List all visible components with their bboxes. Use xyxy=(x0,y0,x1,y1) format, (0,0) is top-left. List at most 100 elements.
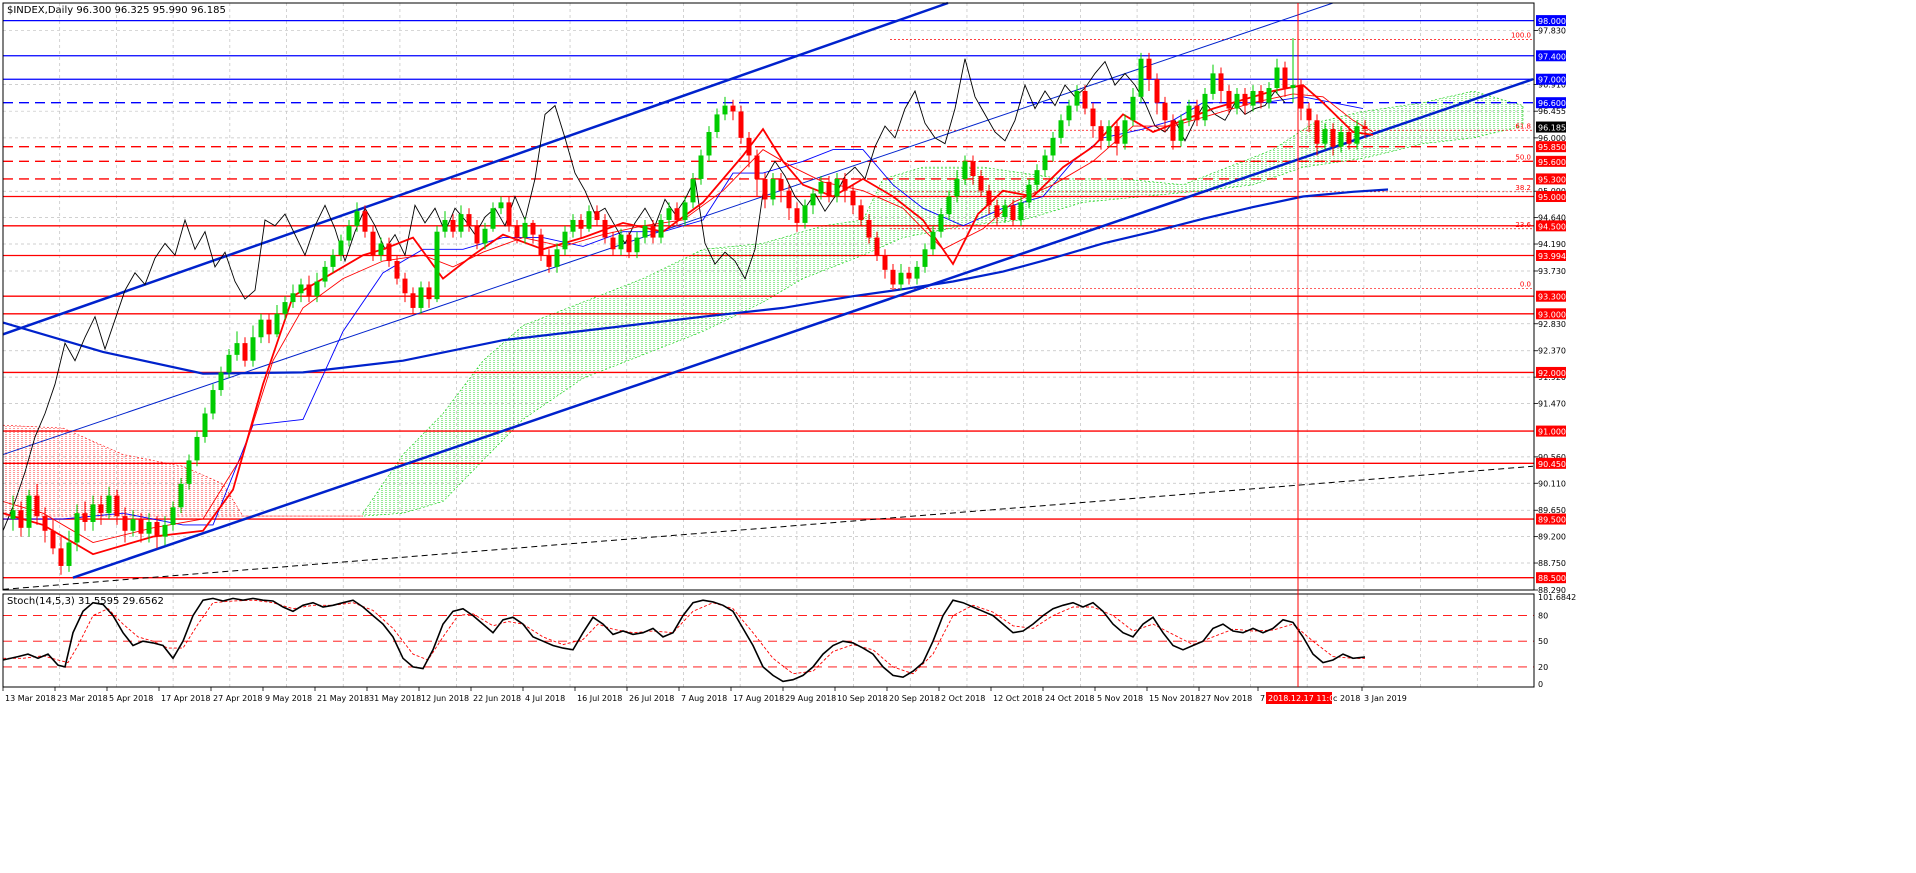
candle-bear xyxy=(474,225,480,244)
candle-bear xyxy=(1314,120,1320,144)
candle-bull xyxy=(1274,67,1280,89)
time-tick-label: 27 Apr 2018 xyxy=(213,694,262,703)
time-tick-label: 7 xyxy=(1260,694,1265,703)
candle-bull xyxy=(1138,58,1144,97)
candle-bull xyxy=(282,302,288,314)
candle-bull xyxy=(642,225,648,238)
candle-bear xyxy=(594,211,600,220)
candle-bull xyxy=(490,208,496,229)
channel-lower xyxy=(72,78,1534,579)
time-axis: 13 Mar 2018 23 Mar 2018 5 Apr 2018 17 Apr 2… xyxy=(2,686,1534,704)
candle-bull xyxy=(938,214,944,232)
candle-bull xyxy=(482,228,488,244)
price-tick-label: 97.830 xyxy=(1538,27,1566,36)
candle-bull xyxy=(698,155,704,179)
candle-bear xyxy=(626,234,632,253)
candle-bull xyxy=(346,225,352,241)
candle-bear xyxy=(1362,126,1368,130)
level-tag xyxy=(1536,290,1566,302)
candle-bear xyxy=(1090,108,1096,127)
candle-bear xyxy=(538,234,544,256)
fib-label: 0.0 xyxy=(1520,281,1531,289)
candle-bull xyxy=(170,507,176,525)
price-tick-label: 94.640 xyxy=(1538,214,1566,223)
long-term-dashed xyxy=(2,465,1534,590)
fib-label: 23.6 xyxy=(1515,221,1531,229)
level-tag xyxy=(1536,513,1566,525)
candle-bull xyxy=(226,354,232,373)
time-tick-label: 15 Nov 2018 xyxy=(1149,694,1200,703)
cursor-date-tag xyxy=(1266,692,1332,704)
candle-bull xyxy=(666,208,672,220)
chart-title: $INDEX,Daily 96.300 96.325 95.990 96.185 xyxy=(7,5,226,16)
candle-bear xyxy=(1346,132,1352,144)
level-tag-label: 95.000 xyxy=(1538,193,1566,202)
candle-bull xyxy=(378,243,384,256)
time-tick-label: 10 Sep 2018 xyxy=(837,694,888,703)
candle-bear xyxy=(386,243,392,262)
candle-bear xyxy=(850,190,856,206)
main-grid xyxy=(3,3,1535,591)
price-tick-label: 90.560 xyxy=(1538,453,1566,462)
level-tag-label: 89.500 xyxy=(1538,516,1566,525)
time-tick-label: 3 Jan 2019 xyxy=(1364,694,1407,703)
candle-bull xyxy=(322,266,328,282)
candle-bear xyxy=(1226,90,1232,109)
candle-bull xyxy=(26,495,32,528)
candle-bear xyxy=(42,516,48,531)
time-tick-label: 17 Aug 2018 xyxy=(733,694,784,703)
level-tag xyxy=(1536,73,1566,85)
current-price-tag xyxy=(1536,121,1566,133)
candle-bear xyxy=(466,214,472,226)
fib-label: 50.0 xyxy=(1515,153,1531,161)
candle-bull xyxy=(554,249,560,267)
candle-bull xyxy=(522,222,528,238)
level-tag-label: 93.300 xyxy=(1538,293,1566,302)
candle-bear xyxy=(1170,120,1176,141)
cursor-date-suffix: c 2018 xyxy=(1333,694,1360,703)
candle-bull xyxy=(1186,105,1192,121)
candle-bull xyxy=(1354,126,1360,144)
stoch-tick-label: 20 xyxy=(1538,663,1548,672)
stochastic-grid xyxy=(3,594,1535,687)
candle-bear xyxy=(34,495,40,517)
time-tick-label: 5 Apr 2018 xyxy=(109,694,153,703)
time-tick-label: 24 Oct 2018 xyxy=(1045,694,1094,703)
level-tag xyxy=(1536,15,1566,27)
candle-bull xyxy=(682,202,688,220)
price-tick-label: 96.910 xyxy=(1538,81,1566,90)
candle-bull xyxy=(338,240,344,256)
candle-bear xyxy=(402,278,408,294)
stoch-tick-label: 50 xyxy=(1538,637,1548,646)
candle-bear xyxy=(890,269,896,285)
level-tag-label: 96.600 xyxy=(1538,99,1566,108)
candle-bull xyxy=(706,132,712,156)
candle-bull xyxy=(74,513,80,543)
candle-bull xyxy=(1338,132,1344,147)
candle-bull xyxy=(1210,73,1216,94)
candle-bear xyxy=(906,272,912,279)
candle-bear xyxy=(50,530,56,549)
candle-bull xyxy=(1058,120,1064,138)
main-panel-frame xyxy=(2,2,1535,591)
time-tick-label: 17 Apr 2018 xyxy=(161,694,210,703)
time-tick-label: 13 Mar 2018 xyxy=(5,694,56,703)
candle-bull xyxy=(354,211,360,226)
candle-bear xyxy=(786,190,792,209)
candle-bull xyxy=(186,460,192,484)
price-tick-label: 94.190 xyxy=(1538,240,1566,249)
candle-bull xyxy=(954,178,960,197)
time-tick-label: 7 Aug 2018 xyxy=(681,694,727,703)
candle-bull xyxy=(1234,93,1240,109)
level-tag-label: 97.400 xyxy=(1538,52,1566,61)
candle-bear xyxy=(978,175,984,191)
stoch-main-line xyxy=(2,597,1366,683)
level-tag-label: 93.994 xyxy=(1538,252,1566,261)
candle-bull xyxy=(442,219,448,232)
ma200-line xyxy=(2,188,1389,375)
time-tick-label: 20 Sep 2018 xyxy=(889,694,940,703)
candle-bull xyxy=(90,504,96,522)
candle-bull xyxy=(162,524,168,537)
candle-bear xyxy=(1258,90,1264,103)
time-tick-label: 27 Nov 2018 xyxy=(1201,694,1252,703)
